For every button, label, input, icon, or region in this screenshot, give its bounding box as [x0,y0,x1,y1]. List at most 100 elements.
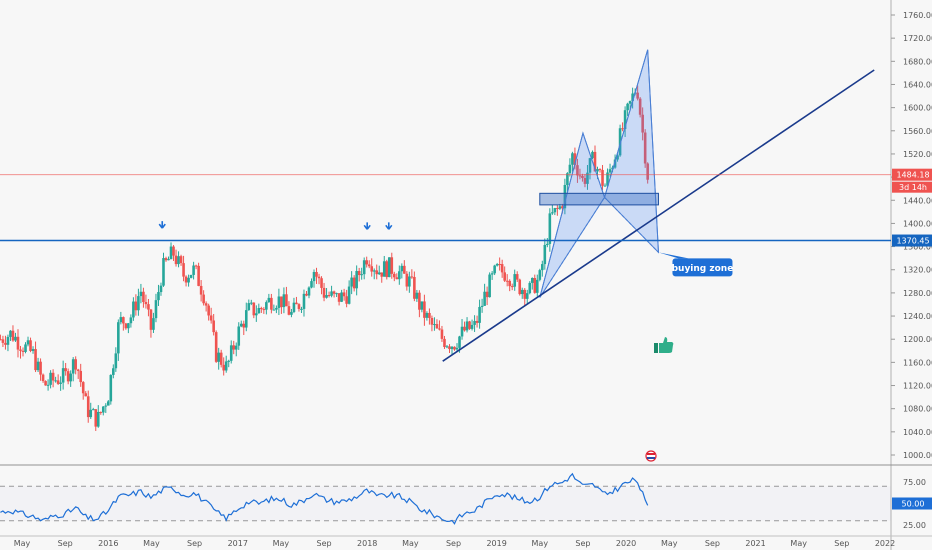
candle-body [192,265,195,275]
candle-body [277,296,281,308]
candle-body [1,339,5,343]
candle-body [377,272,381,275]
rsi-y-tick-label: 25.00 [903,521,926,530]
candle-body [287,306,291,315]
candle-body [290,311,293,315]
candle-body [247,303,251,311]
candle-body [252,302,256,316]
candle-body [433,324,436,326]
candle-body [232,345,236,350]
candle-body [613,159,617,168]
candle-body [390,257,394,274]
candle-body [418,292,421,310]
candle-body [430,317,434,325]
candle-body [260,308,263,310]
candle-body [628,101,632,104]
candle-body [212,320,215,333]
x-tick-label: 2017 [228,539,248,548]
candle-body [139,291,143,297]
candle-body [460,326,464,337]
candle-body [641,114,644,133]
candle-body [606,172,609,186]
candle-body [372,270,376,272]
countdown-bg [892,181,932,193]
candle-body [222,364,226,371]
candle-body [167,259,170,261]
candle-body [315,271,318,277]
candle-body [109,374,113,402]
x-tick-label: May [661,539,678,548]
candle-body [448,346,451,350]
candle-body [463,326,466,331]
candle-body [546,243,549,245]
price-label: 1484.18 [896,171,929,180]
y-tick-label: 1360.00 [903,243,932,252]
candle-body [36,361,40,371]
candle-body [177,256,180,265]
y-tick-label: 1040.00 [903,428,932,437]
candle-body [626,103,629,111]
candle-body [566,173,569,185]
candle-body [425,312,429,318]
candle-body [503,272,506,281]
candle-body [413,276,416,299]
candle-body [189,274,193,278]
candle-body [29,340,32,351]
y-tick-label: 1640.00 [903,80,932,89]
thumbs-up-icon [654,337,674,353]
y-tick-label: 1720.00 [903,34,932,43]
candle-body [498,264,501,266]
candle-body [350,277,353,287]
candle-body [478,306,481,323]
candle-body [71,359,75,374]
candle-body [204,303,208,306]
candle-body [320,278,323,288]
candle-body [596,169,599,172]
candle-body [79,370,83,383]
candle-body [6,336,10,345]
candle-body [86,396,90,418]
y-tick-label: 1080.00 [903,405,932,414]
candle-body [608,169,612,173]
event-marker-stripe [647,457,655,459]
x-tick-label: Sep [317,539,332,548]
resistance-arrow-icon [363,222,371,230]
candle-body [553,208,557,213]
candle-body [443,338,446,347]
candle-body [280,296,283,308]
x-tick-label: 2016 [98,539,118,548]
candle-body [169,246,173,260]
candle-body [631,93,634,102]
candle-body [207,305,210,316]
candle-body [244,310,248,328]
candle-body [21,350,25,352]
candle-body [312,271,316,282]
candle-body [164,258,168,261]
candle-body [638,98,642,115]
candle-body [548,213,552,244]
candle-body [327,295,331,297]
candle-body [134,301,138,311]
candle-body [202,294,205,304]
candle-body [104,405,108,407]
candle-body [480,305,484,307]
candle-body [571,153,574,165]
buying-zone-box [539,192,659,206]
candle-body [122,317,125,324]
candle-body [49,372,52,385]
callout-pointer [658,252,689,259]
candle-body [523,289,527,299]
candle-body [362,260,366,275]
y-tick-label: 1760.00 [903,11,932,20]
candle-body [154,300,158,319]
candle-body [387,257,391,278]
candle-body [465,321,469,331]
candle-body [54,380,57,382]
candle-body [621,128,624,130]
candle-body [172,246,175,256]
candle-body [159,285,163,293]
candle-body [593,151,597,172]
candle-body [127,323,130,329]
x-tick-label: May [790,539,807,548]
